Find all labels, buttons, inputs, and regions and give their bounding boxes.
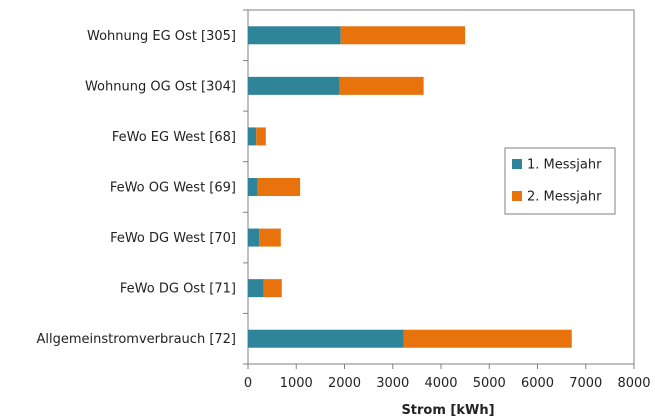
bar-series-1-row-5: [248, 228, 260, 247]
legend-label: 1. Messjahr: [527, 158, 602, 173]
category-label: Allgemeinstromverbrauch [72]: [37, 332, 236, 347]
bar-series-2-row-4: [257, 178, 301, 196]
category-label: Wohnung OG Ost [304]: [85, 79, 236, 94]
x-tick-label: 2000: [328, 376, 361, 391]
category-label: FeWo DG West [70]: [110, 231, 236, 246]
x-tick-label: 4000: [424, 376, 457, 391]
bar-series-2-row-6: [263, 279, 282, 298]
legend-label: 2. Messjahr: [527, 190, 602, 205]
bar-series-2-row-5: [259, 228, 281, 247]
category-label: FeWo OG West [69]: [110, 181, 236, 196]
x-tick-label: 1000: [280, 376, 313, 391]
x-tick-label: 7000: [569, 376, 602, 391]
legend-swatch: [512, 159, 522, 169]
bar-series-2-row-3: [256, 127, 266, 146]
x-tick-label: 6000: [521, 376, 554, 391]
x-tick-label: 0: [244, 376, 252, 391]
bar-series-1-row-3: [248, 127, 257, 146]
legend-box: [504, 147, 616, 215]
bar-series-2-row-1: [340, 26, 466, 45]
x-tick-label: 8000: [617, 376, 650, 391]
bar-series-2-row-2: [339, 76, 424, 95]
category-label: FeWo EG West [68]: [112, 130, 236, 145]
bar-series-1-row-7: [248, 329, 404, 348]
x-tick-label: 3000: [376, 376, 409, 391]
legend: 1. Messjahr 2. Messjahr: [504, 147, 616, 215]
bars-group: [248, 26, 572, 348]
category-labels: Wohnung EG Ost [305] Wohnung OG Ost [304]…: [37, 9, 248, 365]
x-tick-label: 5000: [473, 376, 506, 391]
bar-series-2-row-7: [403, 329, 572, 348]
category-label: Wohnung EG Ost [305]: [87, 29, 236, 44]
category-label: FeWo DG Ost [71]: [120, 282, 236, 297]
bar-series-1-row-1: [248, 26, 341, 45]
bar-series-1-row-6: [248, 279, 264, 298]
bar-series-1-row-2: [248, 76, 340, 95]
x-axis-title: Strom [kWh]: [401, 403, 494, 418]
bar-series-1-row-4: [248, 178, 258, 196]
x-axis-ticks: 0 1000 2000 3000 4000 5000 6000 7000 8000: [244, 364, 651, 391]
legend-swatch: [512, 191, 522, 201]
